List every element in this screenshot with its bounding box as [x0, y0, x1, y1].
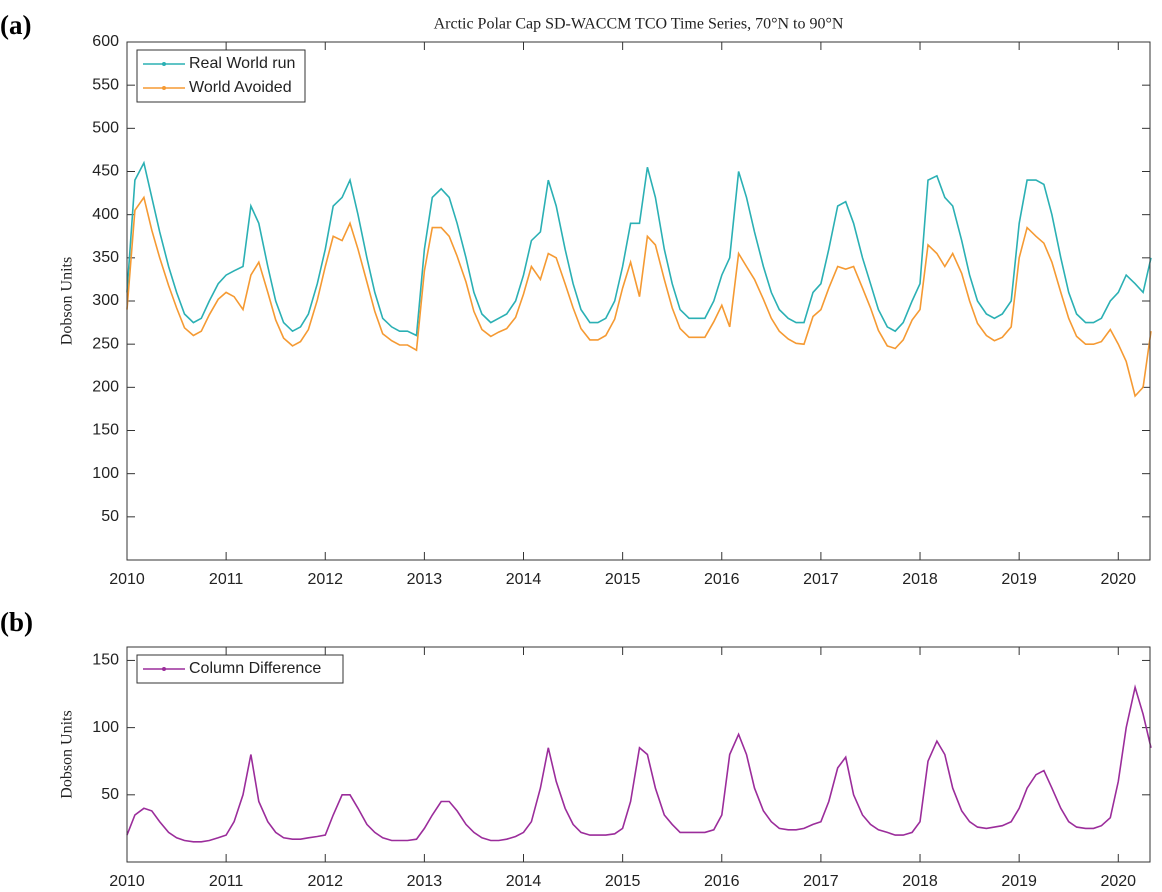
x-tick-label: 2016	[704, 571, 740, 588]
y-tick-label: 450	[92, 163, 119, 180]
x-tick-label: 2013	[407, 571, 443, 588]
x-tick-label: 2017	[803, 571, 839, 588]
x-tick-label: 2012	[307, 873, 343, 890]
y-tick-label: 100	[92, 465, 119, 482]
y-axis-label: Dobson Units	[59, 257, 76, 345]
legend-box	[136, 49, 306, 103]
panel-label: (b)	[0, 607, 33, 637]
x-tick-label: 2010	[109, 873, 145, 890]
x-tick-label: 2020	[1100, 571, 1136, 588]
legend-marker	[162, 62, 166, 66]
y-tick-label: 400	[92, 206, 119, 223]
series-line	[126, 684, 1152, 843]
y-tick-label: 500	[92, 120, 119, 137]
y-tick-label: 150	[92, 422, 119, 439]
axes-box	[126, 41, 1151, 561]
y-axis-label: Dobson Units	[59, 710, 76, 798]
y-tick-label: 250	[92, 335, 119, 352]
y-tick-label: 550	[92, 76, 119, 93]
x-tick-label: 2019	[1001, 873, 1037, 890]
panel-label: (a)	[0, 10, 31, 40]
x-tick-label: 2019	[1001, 571, 1037, 588]
chart-title: Arctic Polar Cap SD-WACCM TCO Time Serie…	[434, 16, 844, 33]
y-tick-label: 50	[101, 508, 119, 525]
series-line	[126, 195, 1152, 398]
x-tick-label: 2014	[506, 873, 542, 890]
axes-box	[126, 646, 1151, 863]
y-tick-label: 600	[92, 33, 119, 50]
legend-label: Real World run	[189, 55, 295, 72]
plot-area	[127, 42, 1150, 560]
y-tick-label: 50	[101, 786, 119, 803]
legend-marker	[162, 667, 166, 671]
x-tick-label: 2012	[307, 571, 343, 588]
x-tick-label: 2015	[605, 873, 641, 890]
y-tick-label: 150	[92, 652, 119, 669]
x-tick-label: 2017	[803, 873, 839, 890]
x-tick-label: 2010	[109, 571, 145, 588]
x-tick-label: 2014	[506, 571, 542, 588]
x-tick-label: 2018	[902, 571, 938, 588]
x-tick-label: 2016	[704, 873, 740, 890]
x-tick-label: 2018	[902, 873, 938, 890]
x-tick-label: 2015	[605, 571, 641, 588]
legend-label: Column Difference	[189, 660, 321, 677]
y-tick-label: 300	[92, 292, 119, 309]
x-tick-label: 2013	[407, 873, 443, 890]
legend-label: World Avoided	[189, 79, 292, 96]
y-tick-label: 350	[92, 249, 119, 266]
x-tick-label: 2011	[209, 873, 244, 890]
x-tick-label: 2020	[1100, 873, 1136, 890]
y-tick-label: 200	[92, 379, 119, 396]
x-tick-label: 2011	[209, 571, 244, 588]
legend-marker	[162, 86, 166, 90]
y-tick-label: 100	[92, 719, 119, 736]
series-line	[126, 160, 1152, 337]
